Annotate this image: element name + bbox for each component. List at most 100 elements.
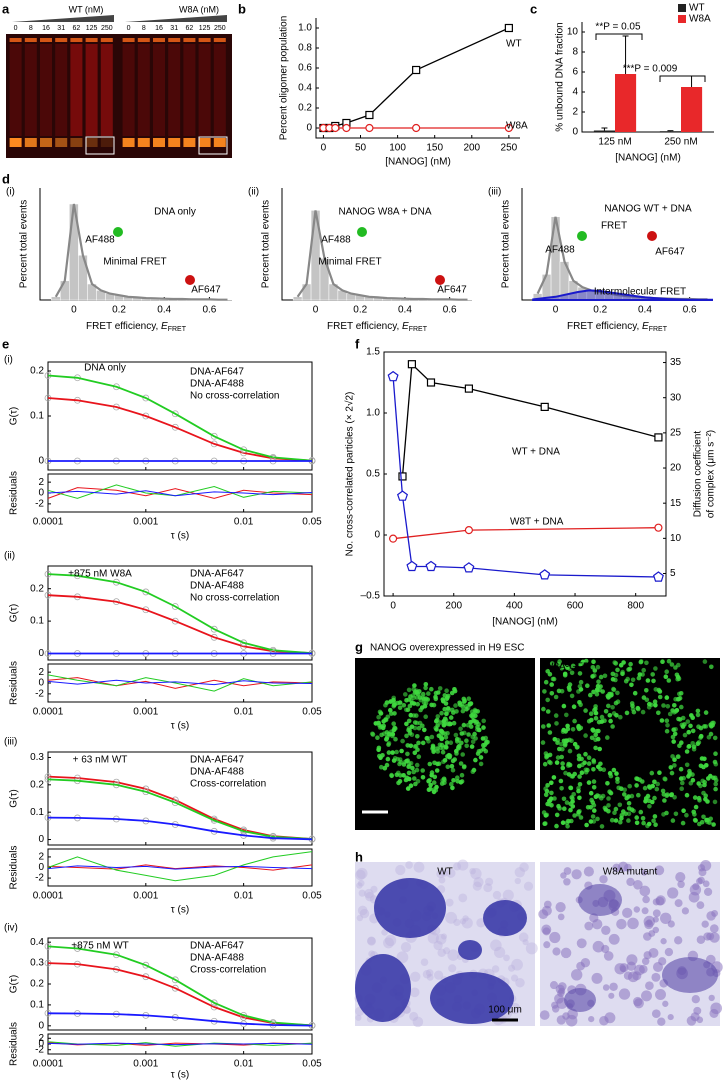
- axis-line: [315, 18, 520, 139]
- cell: [511, 958, 523, 971]
- cell: [599, 719, 605, 724]
- data-point: [387, 370, 399, 382]
- cell: [423, 682, 429, 687]
- plot-frame: [383, 351, 667, 597]
- cell: [588, 790, 594, 796]
- cell: [591, 759, 597, 765]
- cell: [650, 672, 655, 677]
- cell: [454, 751, 459, 756]
- residual-line: [47, 1042, 313, 1046]
- legend-label: DNA-AF647: [190, 569, 244, 580]
- cell: [358, 889, 366, 897]
- y-tick-label: 10: [670, 533, 682, 544]
- cell: [447, 754, 452, 760]
- cell: [481, 725, 486, 730]
- cell: [508, 964, 516, 972]
- cell: [591, 972, 603, 984]
- cell: [422, 727, 427, 733]
- cell: [464, 738, 469, 743]
- cell: [448, 964, 457, 973]
- gel-group-label: W8A (nM): [179, 4, 219, 14]
- panel-label: e: [2, 336, 9, 351]
- gel-band: [24, 138, 37, 147]
- cell: [434, 784, 439, 790]
- cell: [570, 796, 575, 802]
- cell: [458, 726, 463, 732]
- cell: [593, 745, 598, 751]
- cell: [473, 877, 484, 888]
- cell: [364, 888, 374, 899]
- cell: [616, 918, 627, 930]
- cell: [652, 909, 661, 918]
- histogram-bar: [541, 274, 552, 301]
- cell: [652, 699, 658, 704]
- x-tick-label: 100: [389, 143, 406, 154]
- cell: [606, 803, 611, 808]
- cell: [664, 810, 669, 816]
- y-tick-label: 0.1: [30, 807, 44, 818]
- series-line: [47, 594, 313, 655]
- cell: [406, 697, 412, 702]
- cell: [712, 735, 718, 741]
- cell: [470, 868, 482, 880]
- data-point: [464, 384, 474, 393]
- gel-lane: [85, 44, 98, 136]
- cell: [438, 720, 443, 725]
- cell: [698, 735, 703, 740]
- y-tick-label: 0.1: [30, 616, 44, 627]
- histogram-bar: [292, 296, 303, 301]
- highlight-box: [198, 136, 228, 155]
- residual-line: [47, 679, 313, 686]
- cell: [662, 1000, 669, 1007]
- cell: [546, 723, 551, 728]
- cell: [543, 813, 549, 818]
- data-point: [398, 472, 407, 481]
- cell: [440, 697, 446, 702]
- cell: [671, 739, 676, 744]
- cell: [555, 901, 566, 913]
- cell: [673, 709, 679, 714]
- cell: [608, 790, 614, 796]
- data-point: [342, 123, 351, 133]
- gel-band: [122, 138, 135, 147]
- y-axis-label: Percent total events: [261, 200, 272, 288]
- cell: [603, 807, 609, 812]
- gel-band: [55, 138, 68, 147]
- cell: [627, 917, 639, 930]
- cell: [618, 662, 624, 668]
- annotation: AF488: [85, 235, 115, 246]
- cell: [673, 811, 679, 817]
- cell: [647, 701, 652, 707]
- cell: [549, 981, 559, 990]
- cell: [646, 919, 653, 926]
- y-tick-label: 2: [38, 852, 44, 863]
- cell: [622, 787, 627, 793]
- cell: [617, 802, 623, 808]
- cell: [493, 946, 506, 959]
- cell: [678, 766, 684, 772]
- x-tick-label: 0.05: [302, 891, 322, 902]
- cell: [634, 783, 639, 788]
- cell: [643, 796, 649, 801]
- cell: [657, 770, 662, 775]
- y-axis-label: Diffusion coefficient: [693, 431, 704, 518]
- cell: [411, 686, 417, 692]
- cell: [460, 752, 466, 757]
- cell: [599, 875, 608, 884]
- y-tick-label: 8: [572, 47, 578, 58]
- cell: [705, 799, 710, 804]
- x-tick-label: 0: [553, 305, 559, 316]
- cell: [687, 770, 693, 776]
- cell: [415, 734, 420, 739]
- data-point: [142, 588, 150, 596]
- cell: [688, 723, 693, 729]
- data-point: [406, 560, 418, 572]
- cell: [654, 865, 665, 876]
- legend-label: DNA-AF647: [190, 941, 244, 952]
- cell: [539, 1010, 550, 1020]
- cell: [712, 799, 718, 805]
- cell: [370, 885, 378, 893]
- cell: [554, 760, 560, 765]
- y-axis-label: Percent total events: [19, 200, 30, 288]
